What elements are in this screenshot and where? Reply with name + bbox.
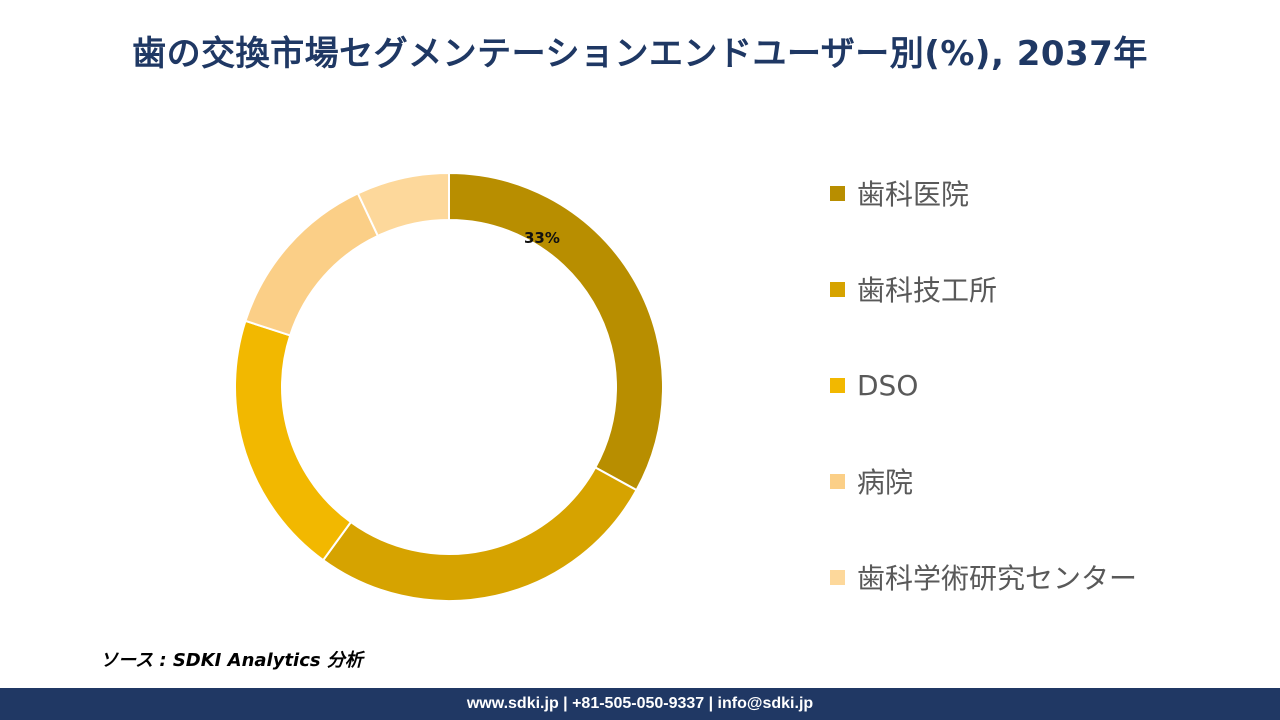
- legend-swatch: [830, 281, 845, 297]
- legend-label: 歯科学術研究センター: [857, 562, 1138, 595]
- legend-swatch: [830, 377, 845, 393]
- legend-item: DSO: [830, 360, 1260, 410]
- donut-slice-5: [356, 171, 450, 238]
- legend-item: 病院: [830, 456, 1260, 506]
- legend-label: 歯科技工所: [857, 274, 998, 307]
- donut-slice-4: [244, 192, 380, 337]
- legend-item: 歯科学術研究センター: [830, 552, 1260, 602]
- legend-swatch: [830, 569, 845, 585]
- footer-contact-bar: www.sdki.jp | +81-505-050-9337 | info@sd…: [0, 688, 1280, 720]
- legend-item: 歯科技工所: [830, 264, 1260, 314]
- legend-item: 歯科医院: [830, 168, 1260, 218]
- legend-swatch: [830, 185, 845, 201]
- donut-slice-1: [448, 171, 664, 492]
- legend-label: 歯科医院: [857, 178, 970, 211]
- source-note: ソース : SDKI Analytics 分析: [100, 650, 363, 671]
- chart-legend: 歯科医院歯科技工所 DSO 病院歯科学術研究センター: [830, 168, 1260, 648]
- donut-slice-3: [234, 319, 353, 562]
- data-label-1: 33%: [524, 229, 560, 247]
- legend-label: 病院: [857, 466, 914, 499]
- legend-swatch: [830, 473, 845, 489]
- chart-title: 歯の交換市場セグメンテーションエンドユーザー別(%), 2037年: [132, 34, 1148, 74]
- legend-label: DSO: [857, 368, 919, 402]
- donut-slice-2: [321, 466, 638, 602]
